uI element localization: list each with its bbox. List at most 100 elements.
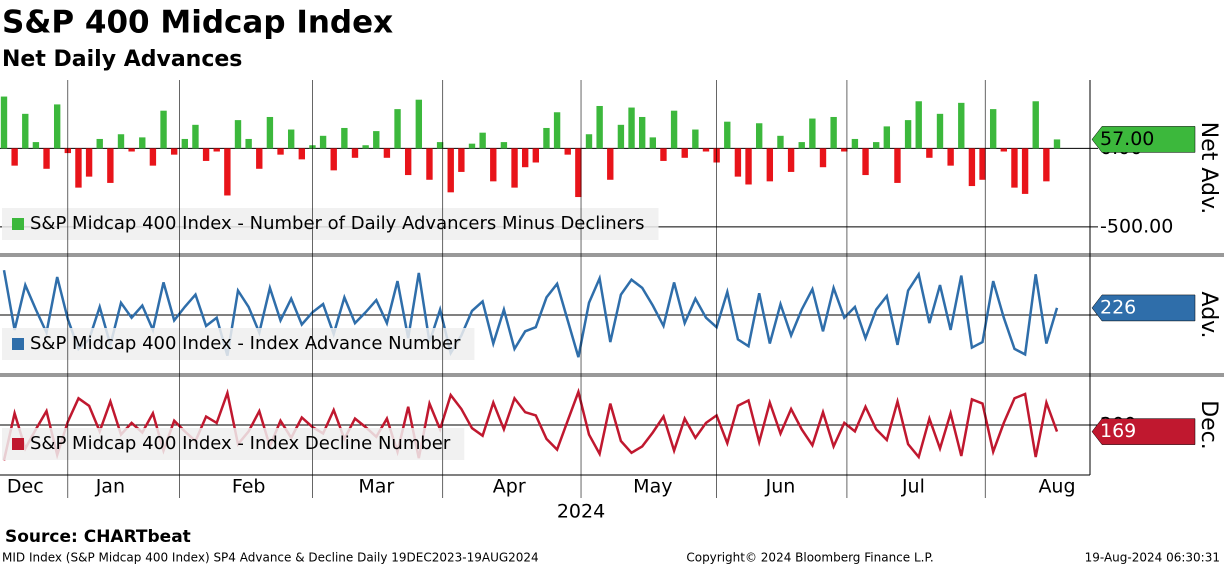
value-tag-label: 169: [1100, 420, 1136, 442]
bar: [521, 148, 529, 168]
bar: [755, 123, 763, 149]
bar: [160, 110, 167, 149]
bar: [1011, 148, 1018, 188]
bar: [819, 148, 827, 168]
x-tick-label: Jun: [765, 476, 796, 498]
bar: [702, 148, 710, 152]
bar: [596, 105, 603, 149]
legend-label: S&P Midcap 400 Index - Index Advance Num…: [30, 333, 461, 354]
bar: [787, 148, 795, 172]
bar: [415, 99, 423, 149]
bar: [936, 113, 944, 149]
bar: [0, 96, 8, 149]
bar: [628, 107, 635, 149]
bar: [330, 148, 337, 171]
bar: [277, 148, 284, 155]
bar: [904, 120, 912, 149]
legend-swatch: [12, 338, 24, 350]
bar: [862, 148, 869, 176]
bar: [479, 132, 486, 149]
bar: [585, 134, 593, 149]
bar: [872, 142, 880, 149]
bar: [394, 109, 401, 149]
legend-box: [2, 328, 475, 360]
bar: [798, 142, 805, 149]
value-tag: [1091, 418, 1196, 445]
legend-swatch: [12, 438, 24, 450]
legend-box: [2, 428, 465, 460]
bar: [298, 148, 306, 160]
bar: [192, 124, 199, 149]
bar: [607, 148, 614, 180]
x-tick-label: May: [633, 476, 672, 498]
bar: [490, 148, 497, 182]
bar: [724, 121, 731, 149]
bar: [989, 109, 997, 149]
bar: [681, 148, 688, 158]
bar: [266, 116, 274, 149]
bar: [117, 134, 125, 149]
bar: [234, 120, 242, 149]
bar: [53, 104, 61, 149]
bar: [43, 148, 50, 169]
bar: [32, 142, 40, 149]
bar: [11, 148, 18, 166]
bar: [500, 142, 508, 149]
bar: [170, 148, 178, 155]
x-tick-label: Jan: [95, 476, 125, 498]
bar: [1053, 139, 1061, 149]
bar: [660, 148, 667, 161]
x-tick-label: Dec: [7, 476, 44, 498]
bar: [287, 129, 295, 149]
footer-center: Copyright© 2024 Bloomberg Finance L.P.: [686, 551, 933, 565]
value-tag: [1091, 126, 1196, 153]
bar: [958, 102, 965, 149]
y-axis-label: Adv.: [1196, 292, 1221, 339]
bar: [149, 148, 157, 166]
bar: [107, 148, 114, 183]
x-tick-label: Apr: [493, 476, 526, 498]
bar: [256, 148, 263, 169]
legend: S&P Midcap 400 Index - Index Decline Num…: [2, 428, 465, 460]
bar: [968, 148, 976, 187]
bar: [458, 148, 465, 172]
x-tick-label: Jul: [901, 476, 925, 498]
bar: [436, 142, 444, 149]
bar: [22, 113, 29, 149]
value-tag-label: 226: [1100, 296, 1136, 318]
bar: [404, 148, 412, 176]
panel-separator: [0, 253, 1224, 257]
legend-box: [2, 208, 659, 240]
bar: [96, 138, 103, 149]
bar: [213, 148, 220, 152]
bar: [1032, 101, 1039, 149]
y-tick-label: -500.00: [1100, 215, 1173, 237]
bar: [777, 135, 784, 149]
bar: [926, 148, 933, 158]
bar: [373, 131, 380, 149]
bar: [734, 148, 742, 177]
x-tick-label: Feb: [232, 476, 266, 498]
footer-right: 19-Aug-2024 06:30:31: [1085, 551, 1220, 565]
bar: [1021, 148, 1029, 194]
bar: [341, 127, 348, 149]
y-axis-label: Net Adv.: [1196, 122, 1221, 215]
legend-label: S&P Midcap 400 Index - Index Decline Num…: [30, 433, 451, 454]
bar: [128, 148, 135, 152]
bar: [532, 148, 540, 163]
bar: [543, 127, 550, 149]
bar: [575, 148, 582, 198]
bar: [851, 138, 859, 149]
bar: [75, 148, 82, 188]
bar: [692, 129, 699, 149]
bar: [766, 148, 774, 182]
bar: [947, 148, 954, 166]
bar: [245, 138, 252, 149]
bar: [915, 101, 922, 149]
bar: [809, 118, 816, 149]
value-tag-label: 57.00: [1100, 128, 1154, 150]
bar: [841, 148, 848, 152]
bar: [553, 112, 561, 149]
bar: [1043, 148, 1050, 182]
